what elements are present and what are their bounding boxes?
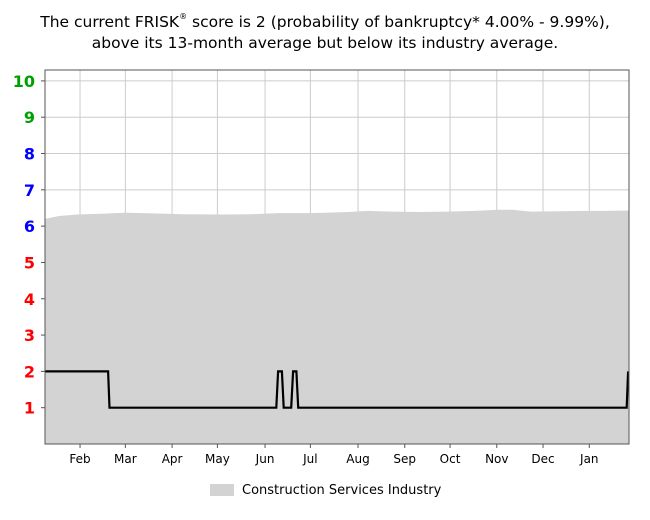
chart-title-part-b: score is 2 (probability of bankruptcy* 4… [187, 13, 610, 31]
x-tick-label-apr: Apr [162, 452, 183, 466]
chart-title-line-2: above its 13-month average but below its… [91, 34, 559, 52]
plot-frame [44, 69, 630, 445]
x-tick-label-feb: Feb [69, 452, 90, 466]
y-tick-label-10: 10 [13, 72, 35, 91]
y-axis-ticks: 1 2 3 4 5 6 7 8 9 10 [13, 72, 45, 418]
x-tick-label-jun: Jun [255, 452, 275, 466]
chart-title: The current FRISK® score is 2 (probabili… [0, 6, 650, 54]
y-tick-label-6: 6 [24, 217, 35, 236]
y-tick-label-3: 3 [24, 326, 35, 345]
chart-title-part-a: The current FRISK [40, 13, 180, 31]
chart-title-line-1: The current FRISK® score is 2 (probabili… [0, 6, 650, 33]
industry-area-layer [45, 209, 629, 444]
x-tick-label-sep: Sep [393, 452, 416, 466]
chart-legend: Construction Services Industry [210, 481, 441, 499]
x-tick-label-oct: Oct [440, 452, 461, 466]
registered-mark: ® [179, 12, 188, 21]
legend-label-industry: Construction Services Industry [242, 482, 442, 498]
x-tick-label-mar: Mar [114, 452, 137, 466]
y-tick-label-8: 8 [24, 145, 35, 164]
plot-border [44, 69, 630, 445]
frisk-score-line [45, 370, 630, 409]
x-tick-label-jan: Jan [579, 452, 599, 466]
frisk-line-layer [45, 370, 630, 409]
x-tick-label-may: May [205, 452, 230, 466]
y-tick-label-7: 7 [24, 181, 35, 200]
y-tick-label-4: 4 [24, 290, 35, 309]
x-axis-ticks: Feb Mar Apr May Jun Jul Aug Sep Oct Nov Dec Jan [69, 444, 599, 466]
x-tick-label-aug: Aug [346, 452, 369, 466]
y-tick-label-2: 2 [24, 362, 35, 381]
industry-area [45, 209, 629, 444]
x-tick-label-jul: Jul [302, 452, 317, 466]
x-tick-label-nov: Nov [485, 452, 508, 466]
y-tick-label-5: 5 [24, 253, 35, 272]
legend-swatch-industry [210, 484, 234, 496]
x-tick-label-dec: Dec [531, 452, 554, 466]
y-tick-label-1: 1 [24, 399, 35, 418]
y-tick-label-9: 9 [24, 108, 35, 127]
